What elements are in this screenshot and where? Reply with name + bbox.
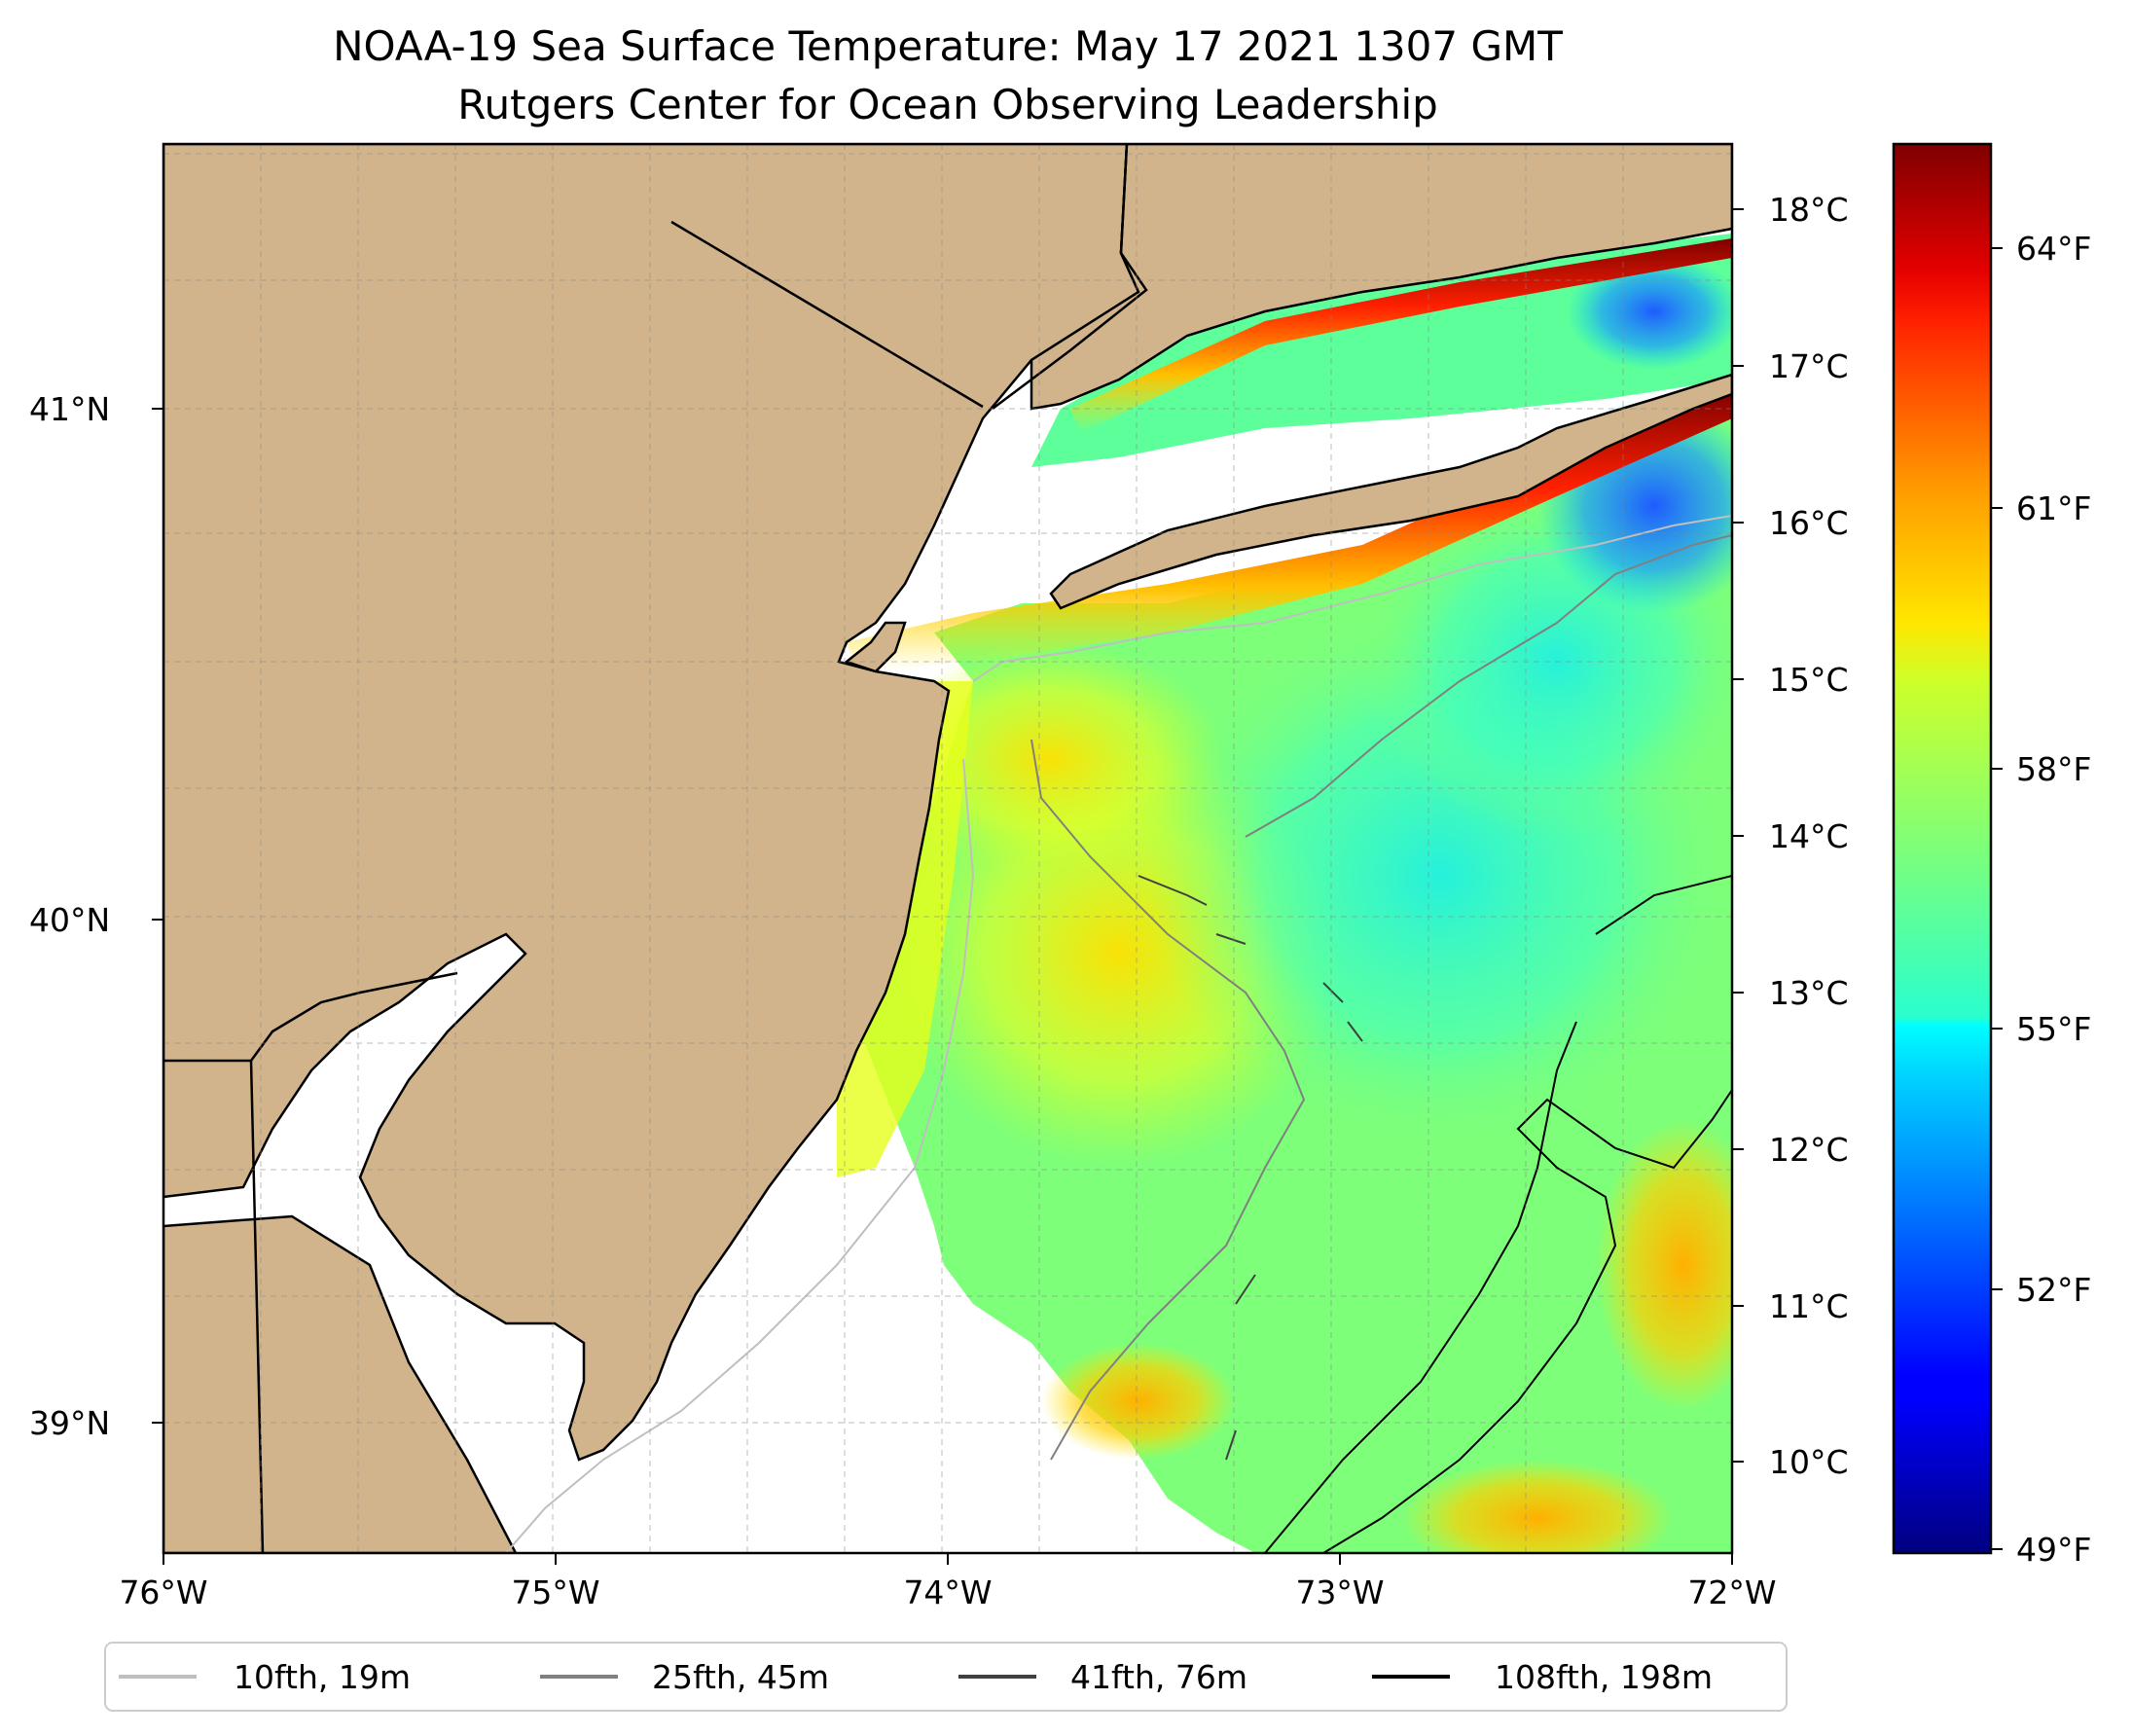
celsius-tick-17: 17°C (1769, 347, 1849, 385)
fahrenheit-scale: 64°F 61°F 58°F 55°F 52°F 49°F (1991, 230, 2091, 1569)
land-staten-island (844, 621, 907, 673)
celsius-tick-11: 11°C (1769, 1287, 1849, 1325)
fahrenheit-tick-52: 52°F (2016, 1271, 2091, 1309)
land-delmarva (163, 1214, 518, 1553)
state-borders (163, 144, 1148, 1553)
land (163, 144, 1732, 1553)
legend-label-108fth: 108fth, 198m (1495, 1658, 1713, 1696)
sst-field (837, 234, 1732, 1553)
land-connecticut (1030, 144, 1732, 411)
sst-orange-shelf (1041, 1343, 1236, 1460)
fahrenheit-tick-61: 61°F (2016, 489, 2091, 527)
legend-label-25fth: 25fth, 45m (652, 1658, 829, 1696)
sst-warm-nearshore-ct (1070, 238, 1732, 433)
celsius-tick-10: 10°C (1769, 1443, 1849, 1481)
lon-tick-72w: 72°W (1687, 1573, 1776, 1611)
gridlines (163, 144, 1732, 1553)
isobath-108fth (1264, 875, 1732, 1553)
celsius-tick-16: 16°C (1769, 504, 1849, 542)
sst-orange-south (1401, 1460, 1674, 1553)
celsius-tick-15: 15°C (1769, 661, 1849, 699)
map-panel (163, 144, 1732, 1553)
celsius-scale: 18°C 17°C 16°C 15°C 14°C 13°C 12°C 11°C … (1732, 191, 1849, 1481)
lat-tick-41n: 41°N (29, 390, 110, 428)
isobath-10fth (505, 515, 1732, 1553)
land-mainland (163, 144, 1140, 1462)
land-long-island (1049, 373, 1732, 610)
celsius-tick-13: 13°C (1769, 974, 1849, 1012)
lat-tick-40n: 40°N (29, 901, 110, 939)
celsius-tick-12: 12°C (1769, 1131, 1849, 1169)
celsius-tick-18: 18°C (1769, 191, 1849, 229)
colorbar (1892, 142, 1993, 1555)
sst-orange-east (1596, 1119, 1732, 1411)
fahrenheit-tick-64: 64°F (2016, 230, 2091, 268)
isobath-41fth (1138, 875, 1363, 1461)
lon-tick-74w: 74°W (903, 1573, 992, 1611)
legend-box (104, 1642, 1788, 1712)
map-title-line2: Rutgers Center for Ocean Observing Leade… (457, 81, 1438, 128)
celsius-tick-14: 14°C (1769, 817, 1849, 855)
lon-axis: 76°W 75°W 74°W 73°W 72°W (119, 1553, 1777, 1611)
lon-tick-76w: 76°W (119, 1573, 207, 1611)
isobaths (505, 515, 1732, 1553)
sst-sound-blue (1567, 253, 1732, 370)
legend-label-41fth: 41fth, 76m (1070, 1658, 1247, 1696)
fahrenheit-tick-55: 55°F (2016, 1010, 2091, 1048)
legend-label-10fth: 10fth, 19m (234, 1658, 411, 1696)
fahrenheit-tick-49: 49°F (2016, 1531, 2091, 1569)
lon-tick-73w: 73°W (1295, 1573, 1384, 1611)
map-title-line1: NOAA-19 Sea Surface Temperature: May 17 … (333, 22, 1563, 70)
lat-axis: 41°N 40°N 39°N (29, 390, 163, 1442)
lat-tick-39n: 39°N (29, 1404, 110, 1442)
lon-tick-75w: 75°W (511, 1573, 599, 1611)
isobath-legend: 10fth, 19m 25fth, 45m 41fth, 76m 108fth,… (104, 1642, 1788, 1712)
fahrenheit-tick-58: 58°F (2016, 750, 2091, 788)
